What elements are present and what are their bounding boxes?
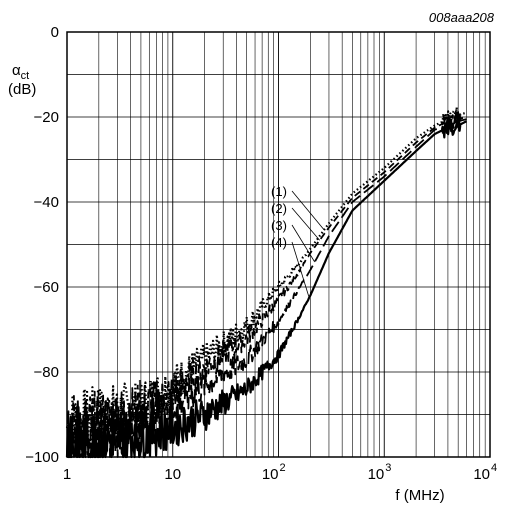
x-tick-label: 10 <box>473 466 490 483</box>
x-tick-label: 10 <box>262 466 279 483</box>
x-tick-exponent: 3 <box>385 462 391 474</box>
series-callout-label: (3) <box>271 218 287 233</box>
x-tick-label: 10 <box>164 466 181 483</box>
series-callout-label: (4) <box>271 235 287 250</box>
series-callout-leader <box>291 190 325 231</box>
svg-text:αct: αct <box>12 62 29 82</box>
y-axis-symbol: α <box>12 62 21 79</box>
series-callout-label: (2) <box>271 201 287 216</box>
x-axis-label: f (MHz) <box>395 487 444 504</box>
series-callouts: (1) (2) (3) (4) <box>271 184 325 298</box>
series-callout-leader <box>291 224 316 263</box>
y-tick-label: 0 <box>51 24 59 41</box>
y-axis-subscript: ct <box>21 70 30 82</box>
x-tick-exponent: 4 <box>491 462 497 474</box>
x-tick-exponent: 2 <box>280 462 286 474</box>
plot-frame <box>66 31 491 458</box>
y-tick-label: −40 <box>34 194 59 211</box>
series-callout-leader <box>291 207 320 241</box>
x-tick-label: 1 <box>63 466 71 483</box>
figure-id: 008aaa208 <box>429 10 495 25</box>
y-tick-label: −80 <box>34 364 59 381</box>
series-line <box>65 116 467 459</box>
y-axis-unit: (dB) <box>8 81 36 98</box>
y-axis-label: αct (dB) <box>8 62 36 98</box>
series-callout-label: (1) <box>271 184 287 199</box>
y-tick-label: −60 <box>34 279 59 296</box>
x-tick-label: 10 <box>368 466 385 483</box>
series-group <box>65 106 467 459</box>
y-tick-label: −20 <box>34 109 59 126</box>
series-line <box>65 106 467 459</box>
series-line <box>66 112 467 458</box>
series-line <box>66 110 467 458</box>
y-tick-label: −100 <box>25 449 59 466</box>
